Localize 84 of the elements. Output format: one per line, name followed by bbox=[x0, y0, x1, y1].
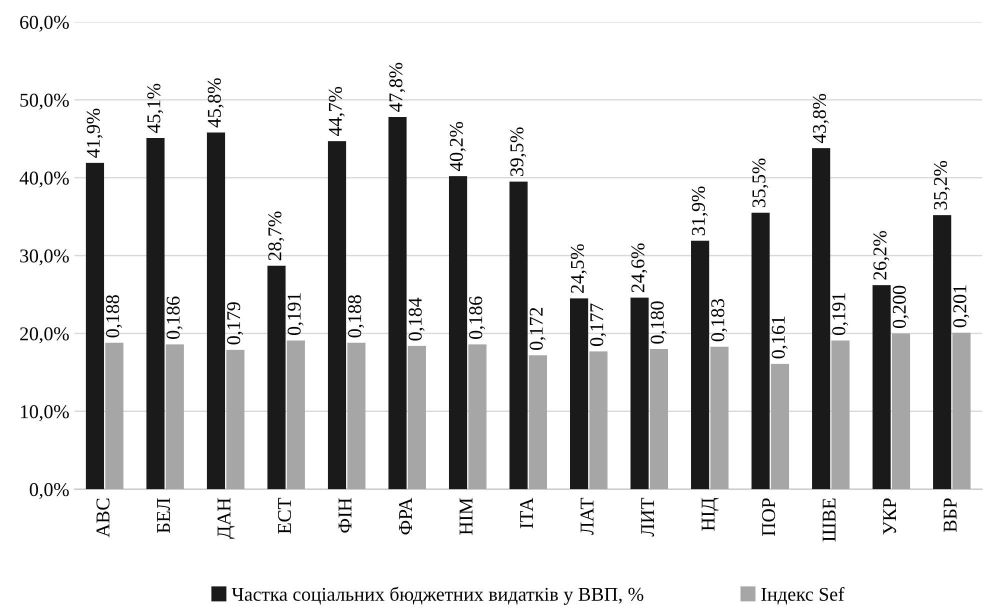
legend-label: Частка соціальних бюджетних видатків у ВВП, % bbox=[232, 586, 644, 605]
data-label: 0,186 bbox=[166, 296, 183, 339]
x-tick-label: ЛИТ bbox=[641, 498, 654, 536]
x-tick-label: БЕЛ bbox=[157, 498, 170, 533]
data-label: 0,188 bbox=[106, 295, 122, 338]
y-tick-label: 60,0% bbox=[20, 16, 69, 32]
bar bbox=[347, 342, 366, 490]
y-tick-label: 50,0% bbox=[20, 94, 69, 110]
bar bbox=[892, 333, 910, 490]
x-tick-label: ФРА bbox=[399, 498, 412, 535]
bar bbox=[691, 240, 710, 490]
bar bbox=[286, 340, 305, 490]
bar bbox=[650, 349, 668, 490]
y-tick-label: 40,0% bbox=[20, 172, 69, 188]
bar bbox=[166, 344, 184, 490]
data-label: 39,5% bbox=[510, 127, 526, 176]
data-label: 0,186 bbox=[469, 296, 486, 339]
x-tick-label: НІД bbox=[702, 498, 719, 531]
bar bbox=[388, 116, 407, 490]
x-tick-label: ПОР bbox=[762, 498, 776, 536]
bar bbox=[589, 351, 608, 490]
data-label: 0,161 bbox=[772, 316, 788, 358]
data-label: 0,188 bbox=[348, 295, 364, 338]
data-label: 35,5% bbox=[752, 158, 768, 208]
data-label: 0,200 bbox=[892, 286, 909, 328]
data-label: 43,8% bbox=[812, 94, 829, 144]
data-label: 0,201 bbox=[953, 285, 970, 328]
y-tick-label: 30,0% bbox=[20, 249, 69, 266]
data-label: 44,7% bbox=[328, 86, 345, 136]
bar bbox=[770, 364, 790, 490]
data-label: 24,5% bbox=[570, 244, 587, 293]
data-label: 0,172 bbox=[530, 308, 546, 350]
data-label: 0,184 bbox=[408, 298, 425, 341]
x-tick-label: ШВЕ bbox=[822, 498, 836, 542]
bar bbox=[570, 298, 588, 490]
data-label: 0,183 bbox=[711, 299, 728, 342]
data-label: 0,191 bbox=[832, 293, 848, 336]
bar bbox=[146, 138, 165, 490]
x-tick-label: ВБР bbox=[944, 498, 957, 532]
data-label: 0,179 bbox=[227, 302, 244, 344]
bar bbox=[509, 182, 528, 490]
bar bbox=[226, 350, 244, 490]
legend-label: Індекс Sef bbox=[761, 587, 844, 604]
x-tick-label: ІТА bbox=[520, 498, 533, 528]
bar bbox=[812, 148, 830, 490]
data-label: 45,1% bbox=[147, 84, 164, 133]
x-tick-label: ДАН bbox=[218, 498, 234, 539]
data-label: 26,2% bbox=[873, 230, 890, 280]
bar bbox=[105, 342, 124, 490]
bar bbox=[710, 346, 729, 490]
data-label: 41,9% bbox=[86, 108, 103, 158]
y-tick-label: 10,0% bbox=[21, 405, 69, 422]
bar bbox=[206, 132, 226, 490]
data-label: 45,8% bbox=[208, 78, 224, 128]
bar bbox=[267, 266, 286, 490]
data-label: 0,177 bbox=[590, 304, 606, 346]
data-label: 47,8% bbox=[389, 62, 406, 112]
bar bbox=[952, 332, 971, 490]
data-label: 35,2% bbox=[934, 160, 950, 210]
bar bbox=[831, 340, 850, 490]
bar bbox=[328, 141, 346, 490]
x-tick-label: ЕСТ bbox=[278, 498, 292, 534]
x-tick-label: ЛАТ bbox=[580, 498, 594, 535]
y-tick-label: 20,0% bbox=[20, 327, 69, 344]
data-label: 40,2% bbox=[450, 122, 466, 172]
data-label: 28,7% bbox=[268, 211, 284, 260]
bar bbox=[872, 285, 891, 490]
x-tick-label: УКР bbox=[883, 498, 896, 534]
data-label: 0,180 bbox=[650, 301, 667, 344]
bar bbox=[408, 346, 426, 490]
bar bbox=[86, 162, 104, 490]
x-tick-label: ФІН bbox=[338, 498, 352, 533]
data-label: 0,191 bbox=[288, 293, 304, 336]
data-label: 24,6% bbox=[631, 243, 648, 292]
bar bbox=[448, 176, 468, 490]
y-tick-label: 0,0% bbox=[30, 483, 69, 499]
x-tick-label: НІМ bbox=[460, 498, 472, 535]
bar bbox=[752, 212, 770, 490]
data-label: 31,9% bbox=[692, 186, 708, 236]
bar bbox=[468, 344, 486, 490]
bar bbox=[528, 355, 547, 490]
bar bbox=[933, 215, 952, 490]
x-tick-label: АВС bbox=[96, 498, 110, 538]
bar bbox=[630, 298, 649, 490]
